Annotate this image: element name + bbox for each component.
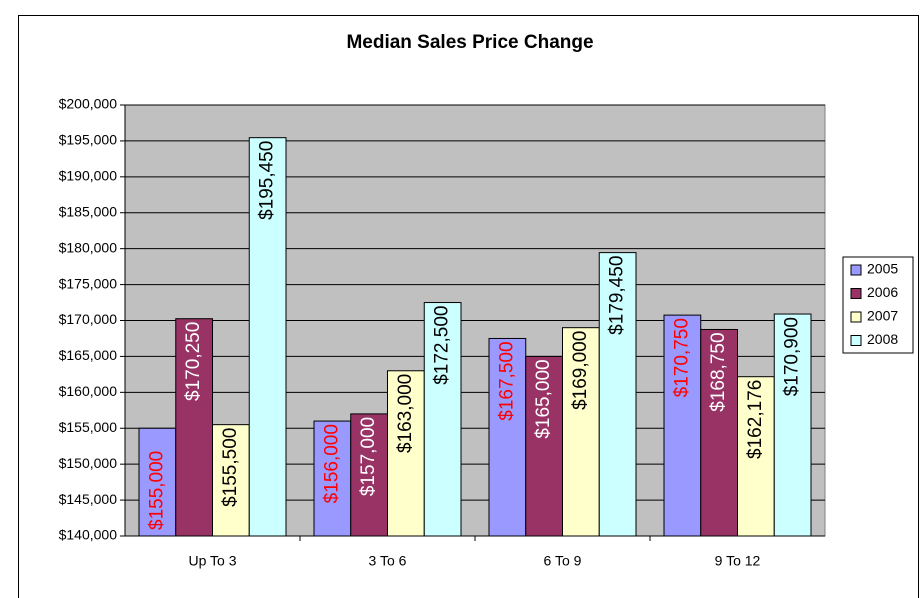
value-label: $179,450 <box>607 256 628 335</box>
value-label: $163,000 <box>395 374 416 453</box>
y-tick-label: $170,000 <box>59 311 118 327</box>
bar <box>248 137 287 537</box>
legend-swatch <box>850 288 862 299</box>
bar <box>737 376 775 537</box>
bar <box>562 327 600 537</box>
legend-label: 2008 <box>867 331 898 347</box>
bar <box>598 252 637 537</box>
bar <box>138 427 177 537</box>
x-tick-label: 3 To 6 <box>369 553 407 569</box>
legend-label: 2006 <box>867 284 898 300</box>
y-tick-label: $140,000 <box>59 527 118 543</box>
bar <box>773 313 812 537</box>
bar <box>525 355 563 537</box>
y-tick-label: $180,000 <box>59 239 118 255</box>
bar <box>423 302 462 537</box>
legend-label: 2005 <box>867 261 898 277</box>
bar <box>175 318 213 537</box>
value-label: $170,250 <box>183 322 204 401</box>
value-label: $165,000 <box>533 359 554 438</box>
y-tick-label: $150,000 <box>59 455 118 471</box>
value-label: $172,500 <box>432 306 453 385</box>
bar <box>313 420 352 537</box>
y-tick-label: $185,000 <box>59 203 118 219</box>
y-tick-label: $175,000 <box>59 275 118 291</box>
y-tick-label: $195,000 <box>59 132 118 148</box>
value-label: $168,750 <box>708 332 729 411</box>
bar <box>212 424 250 537</box>
x-tick-label: 6 To 9 <box>544 553 582 569</box>
bar <box>488 337 527 537</box>
value-label: $170,900 <box>782 317 803 396</box>
value-label: $162,176 <box>745 380 766 459</box>
value-label: $156,000 <box>321 424 342 503</box>
value-label: $170,750 <box>671 318 692 397</box>
value-label: $169,000 <box>570 331 591 410</box>
y-tick-label: $160,000 <box>59 383 118 399</box>
value-label: $167,500 <box>496 341 517 420</box>
bar <box>387 370 425 537</box>
legend-swatch <box>850 335 862 346</box>
x-tick-label: 9 To 12 <box>715 553 761 569</box>
value-label: $155,000 <box>146 451 167 530</box>
legend-swatch <box>850 264 862 276</box>
bar <box>700 328 738 537</box>
value-label: $155,500 <box>220 428 241 507</box>
legend-swatch <box>850 311 862 323</box>
bar <box>350 413 388 537</box>
legend-label: 2007 <box>867 308 898 324</box>
y-tick-label: $155,000 <box>59 419 118 435</box>
value-label: $195,450 <box>257 141 278 220</box>
x-tick-label: Up To 3 <box>189 553 237 569</box>
y-tick-label: $145,000 <box>59 491 118 507</box>
y-tick-label: $190,000 <box>59 168 118 184</box>
value-label: $157,000 <box>358 417 379 496</box>
chart-title: Median Sales Price Change <box>346 32 593 53</box>
y-tick-label: $200,000 <box>59 96 118 112</box>
y-tick-label: $165,000 <box>59 347 118 363</box>
